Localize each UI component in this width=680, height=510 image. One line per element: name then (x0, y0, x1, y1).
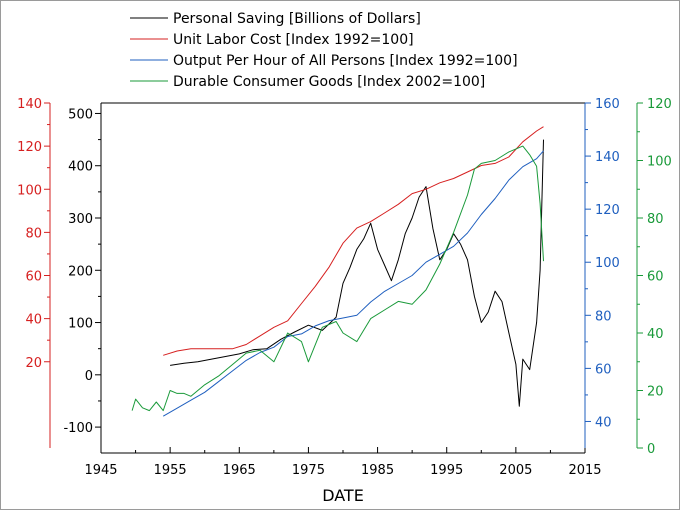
legend-entry-label: Personal Saving [Billions of Dollars] (173, 11, 421, 27)
y-tick-label: 160 (595, 97, 620, 112)
legend-entry-label: Unit Labor Cost [Index 1992=100] (173, 32, 414, 48)
x-tick-label: 1955 (154, 463, 187, 478)
y-tick-label: 120 (647, 97, 672, 112)
x-tick-label: 2005 (499, 463, 532, 478)
y-axis-y_black: -100 0 100 200 300 400 500 (63, 103, 102, 448)
x-tick-label: 1945 (84, 463, 117, 478)
series-line-1 (163, 126, 544, 356)
y-tick-label: 100 (595, 256, 620, 271)
legend: Personal Saving [Billions of Dollars] Uni… (130, 11, 518, 90)
y-tick-label: 60 (647, 270, 664, 285)
series-line-2 (162, 150, 544, 417)
y-tick-label: 60 (595, 362, 612, 377)
series-line-3 (131, 145, 544, 412)
x-axis-label: DATE (322, 486, 364, 505)
x-tick-label: 1965 (223, 463, 256, 478)
y-tick-label: 40 (647, 327, 664, 342)
y-tick-label: 0 (85, 369, 93, 384)
y-tick-label: 40 (25, 313, 42, 328)
x-tick-label: 1995 (430, 463, 463, 478)
legend-entry-label: Durable Consumer Goods [Index 2002=100] (173, 74, 485, 90)
y-tick-label: 100 (68, 317, 93, 332)
series-line-0 (170, 139, 544, 407)
y-axis-y_blue: 40 60 80 100 120 140 160 (584, 97, 620, 448)
y-tick-label: 200 (68, 264, 93, 279)
axes: 1945 1955 1965 1975 1985 1995 2005 2015 20 40 60 80… (17, 97, 672, 478)
y-axis-y_green: 0 20 40 60 80 100 120 (636, 97, 672, 457)
y-axis-y_red: 20 40 60 80 100 120 140 (17, 97, 51, 448)
y-tick-label: 60 (25, 270, 42, 285)
legend-entry-label: Output Per Hour of All Persons [Index 19… (173, 53, 518, 69)
x-tick-label: 1975 (292, 463, 325, 478)
y-tick-label: 140 (595, 150, 620, 165)
y-tick-label: 120 (17, 140, 42, 155)
y-tick-label: 500 (68, 107, 93, 122)
y-tick-label: 100 (17, 183, 42, 198)
y-tick-label: 0 (647, 442, 655, 457)
y-tick-label: 40 (595, 415, 612, 430)
y-tick-label: 100 (647, 155, 672, 170)
series-lines (131, 126, 544, 417)
y-tick-label: 80 (647, 212, 664, 227)
y-tick-label: 20 (647, 385, 664, 400)
y-tick-label: 20 (25, 356, 42, 371)
y-tick-label: 400 (68, 160, 93, 175)
x-tick-label: 2015 (568, 463, 601, 478)
y-tick-label: 120 (595, 203, 620, 218)
y-tick-label: 80 (25, 226, 42, 241)
y-tick-label: -100 (63, 421, 93, 436)
x-tick-label: 1985 (361, 463, 394, 478)
y-tick-label: 140 (17, 97, 42, 112)
y-tick-label: 80 (595, 309, 612, 324)
y-tick-label: 300 (68, 212, 93, 227)
